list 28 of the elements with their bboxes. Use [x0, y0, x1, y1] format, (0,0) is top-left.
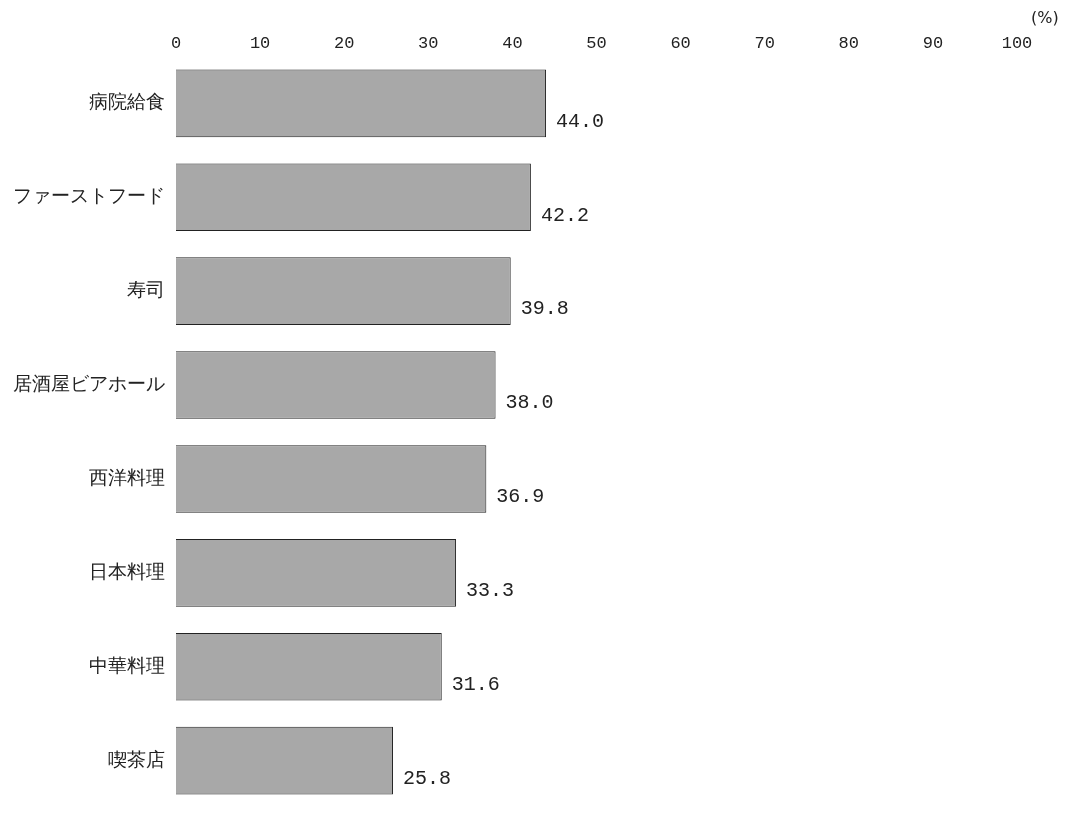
y-tick-label: 中華料理	[89, 653, 165, 676]
data-label: 44.0	[556, 109, 605, 133]
x-tick-label: 20	[334, 33, 355, 53]
data-label: 42.2	[540, 203, 589, 227]
y-tick-label: 西洋料理	[89, 465, 165, 488]
x-tick-label: 80	[838, 33, 859, 53]
data-label: 31.6	[451, 673, 500, 697]
y-tick-label: 居酒屋ビアホール	[13, 371, 165, 394]
x-tick-label: 10	[249, 33, 271, 53]
y-tick-label: 日本料理	[89, 559, 165, 582]
y-tick-label: ファーストフード	[13, 184, 165, 207]
x-tick-label: 60	[670, 33, 691, 53]
x-tick-label: 90	[922, 33, 944, 53]
x-tick-label: 40	[502, 33, 523, 53]
x-tick-label: 30	[418, 33, 439, 53]
x-tick-label: 70	[754, 33, 775, 53]
x-tick-label: 100	[1001, 33, 1033, 53]
data-label: 36.9	[496, 485, 545, 509]
y-tick-label: 寿司	[127, 278, 165, 301]
x-tick-label: 50	[586, 33, 607, 53]
x-tick-label: 0	[170, 33, 182, 53]
data-label: 25.8	[402, 766, 451, 790]
y-tick-label: 病院給食	[89, 90, 165, 113]
x-axis-title: (%)	[1031, 7, 1059, 27]
data-label: 33.3	[466, 579, 515, 603]
y-tick-label: 喫茶店	[108, 747, 165, 770]
data-label: 38.0	[505, 391, 554, 415]
data-label: 39.8	[520, 297, 569, 321]
